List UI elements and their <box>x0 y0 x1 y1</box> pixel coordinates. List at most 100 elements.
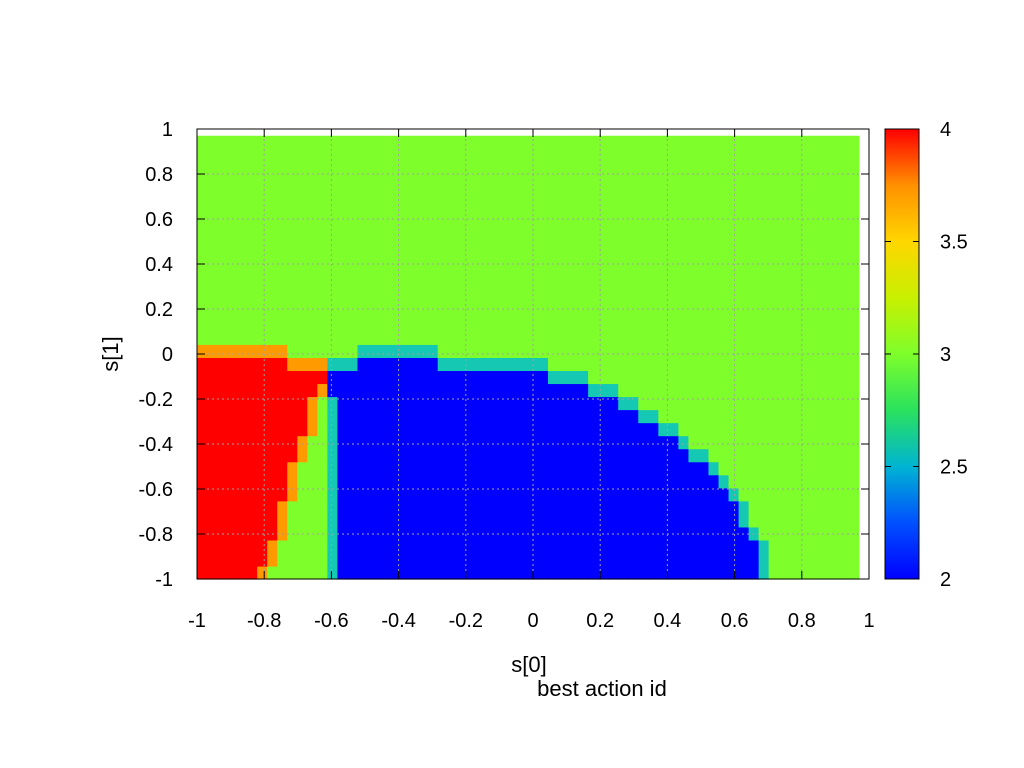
heatmap-cell <box>387 318 399 332</box>
heatmap-cell <box>658 552 669 567</box>
heatmap-cell <box>237 396 248 411</box>
heatmap-cell <box>638 266 649 280</box>
heatmap-cell <box>537 370 549 385</box>
heatmap-cell <box>207 539 218 554</box>
heatmap-cell <box>397 253 409 267</box>
heatmap-cell <box>347 161 359 176</box>
heatmap-cell <box>357 161 369 176</box>
heatmap-cell <box>477 357 489 372</box>
heatmap-cell <box>798 435 810 450</box>
heatmap-cell <box>608 357 619 372</box>
heatmap-cell <box>337 539 349 554</box>
heatmap-cell <box>537 539 549 554</box>
heatmap-cell <box>277 565 288 580</box>
heatmap-cell <box>658 500 669 515</box>
heatmap-cell <box>618 461 629 476</box>
heatmap-cell <box>397 500 409 515</box>
heatmap-cell <box>287 357 298 372</box>
heatmap-cell <box>457 513 469 528</box>
heatmap-cell <box>748 539 760 554</box>
heatmap-cell <box>838 552 850 567</box>
heatmap-cell <box>417 565 429 580</box>
heatmap-cell <box>648 227 659 241</box>
heatmap-cell <box>467 292 479 306</box>
heatmap-cell <box>558 500 569 515</box>
heatmap-cell <box>558 161 569 176</box>
heatmap-cell <box>357 266 369 280</box>
heatmap-cell <box>347 213 359 228</box>
heatmap-cell <box>467 148 479 163</box>
heatmap-cell <box>558 539 569 554</box>
heatmap-cell <box>247 461 258 476</box>
heatmap-cell <box>307 253 318 267</box>
heatmap-cell <box>548 435 559 450</box>
heatmap-cell <box>237 240 248 254</box>
heatmap-cell <box>527 227 539 241</box>
heatmap-cell <box>758 240 770 254</box>
heatmap-cell <box>257 344 268 358</box>
heatmap-cell <box>558 461 569 476</box>
heatmap-cell <box>447 161 459 176</box>
heatmap-cell <box>407 148 419 163</box>
heatmap-cell <box>778 148 790 163</box>
heatmap-cell <box>217 161 228 176</box>
heatmap-cell <box>247 187 258 202</box>
heatmap-cell <box>307 161 318 176</box>
heatmap-cell <box>648 174 659 189</box>
heatmap-cell <box>608 148 619 163</box>
heatmap-cell <box>207 409 218 424</box>
heatmap-cell <box>638 461 649 476</box>
heatmap-cell <box>347 200 359 215</box>
heatmap-cell <box>588 213 599 228</box>
heatmap-cell <box>277 435 288 450</box>
heatmap-cell <box>768 552 780 567</box>
heatmap-cell <box>748 174 760 189</box>
heatmap-cell <box>798 370 810 385</box>
heatmap-cell <box>267 331 278 345</box>
heatmap-cell <box>447 409 459 424</box>
heatmap-cell <box>497 461 509 476</box>
heatmap-cell <box>698 357 710 372</box>
heatmap-cell <box>497 396 509 411</box>
heatmap-cell <box>517 227 529 241</box>
heatmap-cell <box>658 344 669 358</box>
heatmap-cell <box>447 135 459 150</box>
heatmap-cell <box>447 227 459 241</box>
heatmap-cell <box>367 461 379 476</box>
heatmap-cell <box>788 448 800 463</box>
heatmap-cell <box>447 331 459 345</box>
heatmap-cell <box>708 500 720 515</box>
heatmap-cell <box>578 227 589 241</box>
heatmap-cell <box>247 539 258 554</box>
heatmap-cell <box>537 383 549 398</box>
heatmap-cell <box>708 448 720 463</box>
heatmap-cell <box>307 331 318 345</box>
heatmap-cell <box>838 174 850 189</box>
heatmap-cell <box>758 383 770 398</box>
heatmap-cell <box>507 161 519 176</box>
heatmap-cell <box>768 357 780 372</box>
heatmap-cell <box>437 552 449 567</box>
heatmap-cell <box>628 422 639 437</box>
heatmap-cell <box>818 174 830 189</box>
heatmap-cell <box>207 135 218 150</box>
heatmap-cell <box>247 409 258 424</box>
heatmap-cell <box>387 240 399 254</box>
heatmap-cell <box>257 500 268 515</box>
heatmap-cell <box>608 448 619 463</box>
heatmap-cell <box>247 552 258 567</box>
heatmap-cell <box>487 448 499 463</box>
heatmap-cell <box>808 370 820 385</box>
heatmap-cell <box>457 396 469 411</box>
heatmap-cell <box>628 487 639 502</box>
heatmap-cell <box>237 174 248 189</box>
heatmap-cell <box>517 161 529 176</box>
heatmap-cell <box>728 253 740 267</box>
heatmap-cell <box>287 539 298 554</box>
heatmap-cell <box>237 565 248 580</box>
heatmap-cell <box>377 565 389 580</box>
heatmap-cell <box>628 135 639 150</box>
heatmap-cell <box>578 187 589 202</box>
heatmap-cell <box>808 513 820 528</box>
heatmap-cell <box>377 448 389 463</box>
